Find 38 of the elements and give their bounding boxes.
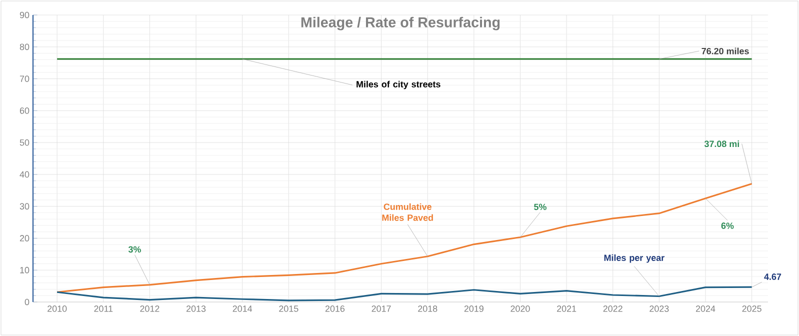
x-tick-label: 2018 bbox=[418, 306, 438, 312]
x-tick-label: 2025 bbox=[742, 306, 762, 312]
y-tick-label: 0 bbox=[24, 298, 30, 306]
x-tick-label: 2014 bbox=[232, 306, 252, 312]
y-tick-label: 40 bbox=[20, 171, 30, 178]
x-tick-label: 2011 bbox=[94, 306, 113, 312]
x-tick-label: 2016 bbox=[325, 306, 345, 312]
x-tick-label: 2020 bbox=[510, 306, 530, 312]
y-tick-label: 80 bbox=[20, 44, 30, 50]
x-tick-label: 2021 bbox=[557, 306, 576, 312]
x-tick-label: 2022 bbox=[603, 306, 622, 312]
y-tick-label: 90 bbox=[20, 12, 30, 18]
y-tick-label: 60 bbox=[20, 107, 30, 114]
text: Miles of city streets bbox=[356, 80, 440, 90]
annotation: 4.67 bbox=[764, 274, 782, 280]
x-tick-label: 2019 bbox=[464, 306, 484, 312]
x-tick-label: 2017 bbox=[372, 306, 391, 312]
annotation: 37.08 mi bbox=[704, 140, 739, 148]
x-tick-label: 2023 bbox=[650, 306, 669, 312]
annotation: 3% bbox=[128, 246, 141, 253]
y-tick-label: 20 bbox=[20, 235, 30, 242]
annotation: 6% bbox=[721, 222, 734, 229]
line-series bbox=[56, 182, 753, 293]
x-tick-label: 2015 bbox=[279, 306, 298, 312]
y-tick-label: 10 bbox=[20, 266, 30, 274]
x-tick-label: 2024 bbox=[696, 306, 716, 312]
x-tick-label: 2010 bbox=[48, 306, 67, 312]
x-tick-label: 2013 bbox=[186, 306, 206, 312]
annotation: 5% bbox=[534, 204, 546, 210]
y-tick-label: 50 bbox=[20, 139, 30, 146]
y-tick-label: 30 bbox=[20, 203, 30, 210]
x-tick-label: 2012 bbox=[140, 306, 160, 312]
text: Miles per year bbox=[604, 254, 664, 263]
y-tick-label: 70 bbox=[20, 76, 30, 82]
chart-title: Mileage / Rate of Resurfacing bbox=[301, 16, 500, 30]
text: Cumulative Miles Paved bbox=[382, 203, 433, 221]
annotation: 76.20 miles bbox=[702, 48, 749, 54]
line-series bbox=[56, 286, 753, 302]
